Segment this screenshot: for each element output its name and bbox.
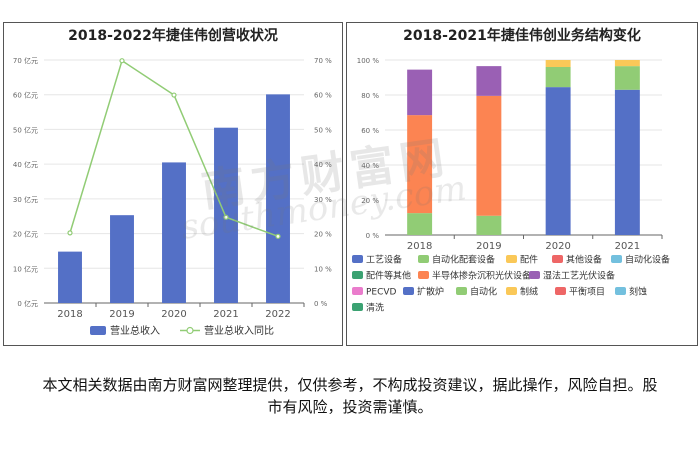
y-tick-label-right: 10 % xyxy=(314,265,332,273)
chart-title: 2018-2022年捷佳伟创营收状况 xyxy=(68,28,278,44)
growth-point xyxy=(171,92,177,98)
y-tick-label-right: 70 % xyxy=(314,57,332,65)
y-tick-label: 80 % xyxy=(361,92,379,100)
legend-swatch xyxy=(506,287,517,295)
growth-point xyxy=(119,58,125,64)
revenue-bar xyxy=(58,251,82,303)
legend-label: 湿法工艺光伏设备 xyxy=(543,270,615,282)
legend-label: 平衡项目 xyxy=(569,286,605,298)
y-tick-label: 60 % xyxy=(361,127,379,135)
y-tick-label-right: 50 % xyxy=(314,126,332,134)
y-tick-label-right: 40 % xyxy=(314,161,332,169)
business-structure-chart-panel: 2018-2021年捷佳伟创业务结构变化 0 % 20 % 40 % 60 % 80 %… xyxy=(346,22,698,346)
legend-swatch xyxy=(555,287,566,295)
x-tick-label: 2018 xyxy=(407,241,432,252)
stacked-segment xyxy=(476,215,502,235)
y-tick-label-left: 0 亿元 xyxy=(17,299,38,308)
legend-swatch xyxy=(418,255,429,263)
y-tick-label: 100 % xyxy=(357,57,380,65)
legend-label: 工艺设备 xyxy=(366,254,402,266)
y-tick-label-left: 70 亿元 xyxy=(13,56,38,65)
y-tick-label: 0 % xyxy=(366,232,380,240)
stacked-segment xyxy=(614,60,640,67)
stacked-segment xyxy=(476,95,502,216)
chart-title: 2018-2021年捷佳伟创业务结构变化 xyxy=(403,28,641,44)
growth-point xyxy=(275,233,281,239)
stacked-segment xyxy=(545,67,571,88)
growth-point xyxy=(67,230,73,236)
legend-label: 清洗 xyxy=(366,302,384,314)
stacked-segment xyxy=(545,87,571,235)
stacked-segment xyxy=(614,66,640,90)
x-tick-label: 2019 xyxy=(109,309,134,320)
y-tick-label-left: 20 亿元 xyxy=(13,230,38,239)
revenue-chart-panel: 2018-2022年捷佳伟创营收状况 0 亿元 10 亿元 20 亿元 30 亿元 40… xyxy=(3,22,343,346)
y-tick-label-left: 60 亿元 xyxy=(13,91,38,100)
legend-swatch-revenue xyxy=(90,326,106,335)
x-tick-label: 2022 xyxy=(265,309,290,320)
legend-swatch xyxy=(615,287,626,295)
x-tick-label: 2018 xyxy=(57,309,82,320)
y-tick-label-right: 30 % xyxy=(314,196,332,204)
revenue-bar xyxy=(266,94,290,303)
y-tick-label-right: 20 % xyxy=(314,231,332,239)
stacked-segment xyxy=(614,89,640,235)
legend-label: 自动化配套设备 xyxy=(432,254,495,266)
legend-label: 配件等其他 xyxy=(366,270,411,282)
y-tick-label-right: 0 % xyxy=(314,300,328,308)
stacked-segment xyxy=(407,115,433,214)
legend-label: 半导体掺杂沉积光伏设备 xyxy=(432,270,531,282)
legend-label: 制绒 xyxy=(520,286,538,298)
business-structure-chart: 0 % 20 % 40 % 60 % 80 % 100 % 2018 2019 2020 2021… xyxy=(352,57,670,314)
legend-swatch xyxy=(506,255,517,263)
x-tick-label: 2021 xyxy=(615,241,640,252)
legend-swatch-growth-marker xyxy=(186,326,194,335)
legend-label: 自动化 xyxy=(470,286,497,298)
stacked-segment xyxy=(476,66,502,96)
legend-label-growth: 营业总收入同比 xyxy=(204,324,274,337)
legend-label: 扩散炉 xyxy=(417,286,444,298)
legend-swatch xyxy=(352,271,363,279)
legend-label: 其他设备 xyxy=(566,254,602,266)
x-tick-label: 2019 xyxy=(476,241,501,252)
legend-swatch xyxy=(418,271,429,279)
disclaimer-text: 本文相关数据由南方财富网整理提供，仅供参考，不构成投资建议，据此操作，风险自担。… xyxy=(42,376,658,416)
stacked-segment xyxy=(545,60,571,67)
legend-swatch xyxy=(352,303,363,311)
growth-point xyxy=(223,214,229,220)
revenue-chart: 0 亿元 10 亿元 20 亿元 30 亿元 40 亿元 50 亿元 60 亿元 70 亿元 0… xyxy=(13,56,332,337)
x-tick-label: 2020 xyxy=(161,309,186,320)
x-tick-label: 2020 xyxy=(545,241,570,252)
legend-label: 刻蚀 xyxy=(629,286,647,298)
y-tick-label-left: 50 亿元 xyxy=(13,125,38,134)
legend-swatch xyxy=(456,287,467,295)
legend-swatch xyxy=(352,287,363,295)
legend-swatch xyxy=(552,255,563,263)
y-tick-label-right: 60 % xyxy=(314,92,332,100)
revenue-bar xyxy=(110,215,134,303)
legend-swatch xyxy=(403,287,414,295)
x-tick-label: 2021 xyxy=(213,309,238,320)
y-tick-label-left: 30 亿元 xyxy=(13,195,38,204)
legend-swatch xyxy=(611,255,622,263)
legend-label: PECVD xyxy=(366,288,397,298)
legend-label-revenue: 营业总收入 xyxy=(110,324,160,337)
stacked-segment xyxy=(407,213,433,235)
stacked-segment xyxy=(407,69,433,116)
y-tick-label-left: 40 亿元 xyxy=(13,160,38,169)
legend-swatch xyxy=(352,255,363,263)
legend-label: 配件 xyxy=(520,254,538,266)
legend-swatch xyxy=(529,271,540,279)
y-tick-label: 40 % xyxy=(361,162,379,170)
y-tick-label-left: 10 亿元 xyxy=(13,264,38,273)
y-tick-label: 20 % xyxy=(361,197,379,205)
revenue-bar xyxy=(162,162,186,303)
legend-label: 自动化设备 xyxy=(625,254,670,266)
